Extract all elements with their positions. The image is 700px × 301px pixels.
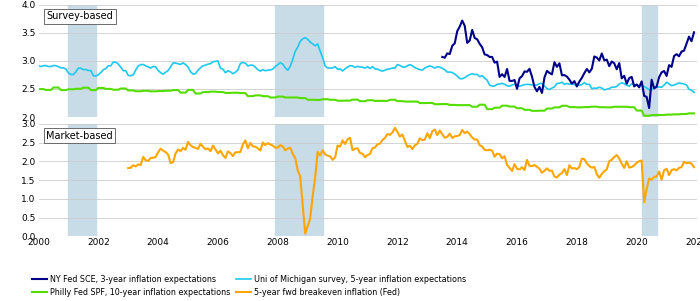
Legend: NY Fed SCE, 3-year inflation expectations, Philly Fed SPF, 10-year inflation exp: NY Fed SCE, 3-year inflation expectation…	[32, 275, 466, 297]
Bar	[642, 5, 657, 117]
Bar	[275, 5, 323, 117]
Bar	[275, 124, 323, 236]
Text: Market-based: Market-based	[46, 131, 113, 141]
Bar	[642, 124, 657, 236]
Bar	[69, 124, 96, 236]
Bar	[69, 5, 96, 117]
Text: Survey-based: Survey-based	[46, 11, 113, 21]
